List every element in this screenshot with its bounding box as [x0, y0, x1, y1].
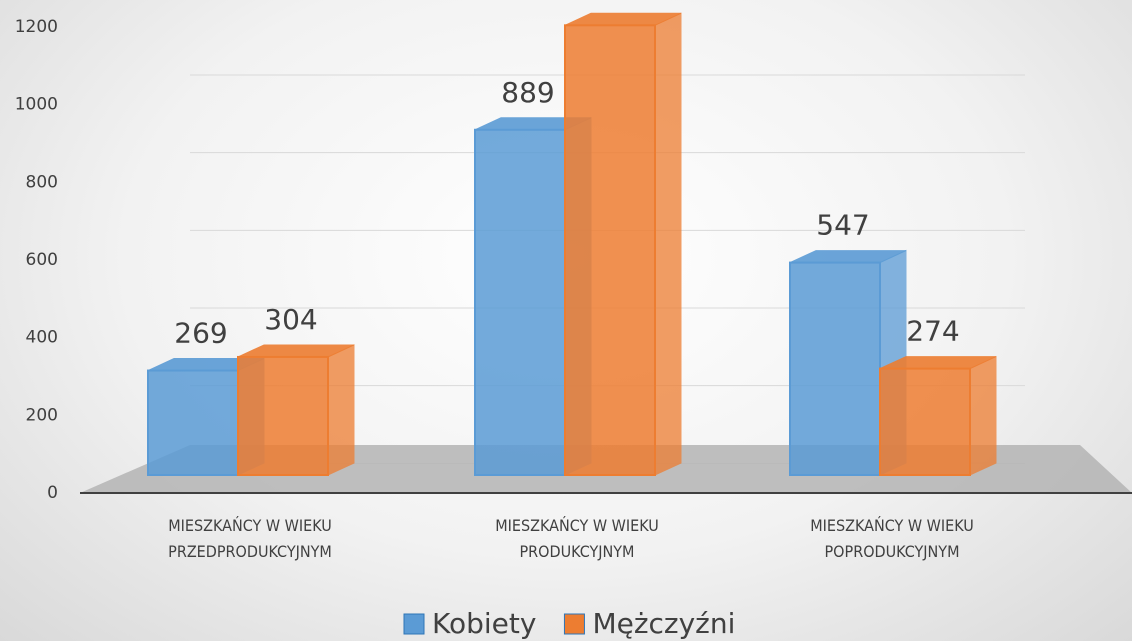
y-tick-label: 1200 — [15, 17, 58, 37]
y-tick-label: 1000 — [15, 95, 58, 115]
legend-swatch — [403, 613, 425, 635]
x-tick-label: MIESZKAŃCY W WIEKU PRODUKCYJNYM — [495, 516, 659, 561]
bar — [879, 367, 971, 477]
bar — [237, 355, 329, 476]
bar — [474, 128, 566, 476]
value-label: 274 — [906, 315, 959, 348]
bar-side — [969, 355, 997, 476]
value-label: 889 — [501, 76, 554, 109]
bar-side — [327, 344, 355, 476]
value-label: 547 — [816, 209, 869, 242]
legend-swatch — [563, 613, 585, 635]
bar — [789, 261, 881, 476]
bar — [147, 369, 239, 476]
bar — [564, 24, 656, 477]
legend-label: Kobiety — [432, 607, 536, 640]
y-tick-label: 200 — [26, 405, 58, 425]
y-tick-label: 800 — [26, 172, 58, 192]
x-tick-label: MIESZKAŃCY W WIEKU POPRODUKCYJNYM — [810, 516, 974, 561]
x-tick-label: MIESZKAŃCY W WIEKU PRZEDPRODUKCYJNYM — [168, 516, 332, 561]
value-label: 1158 — [582, 0, 653, 4]
y-tick-label: 0 — [47, 483, 58, 503]
bar-side — [654, 12, 682, 476]
value-label: 304 — [264, 303, 317, 336]
y-tick-label: 400 — [26, 328, 58, 348]
value-label: 269 — [174, 317, 227, 350]
y-tick-label: 600 — [26, 250, 58, 270]
legend-label: Mężczyźni — [592, 607, 735, 640]
